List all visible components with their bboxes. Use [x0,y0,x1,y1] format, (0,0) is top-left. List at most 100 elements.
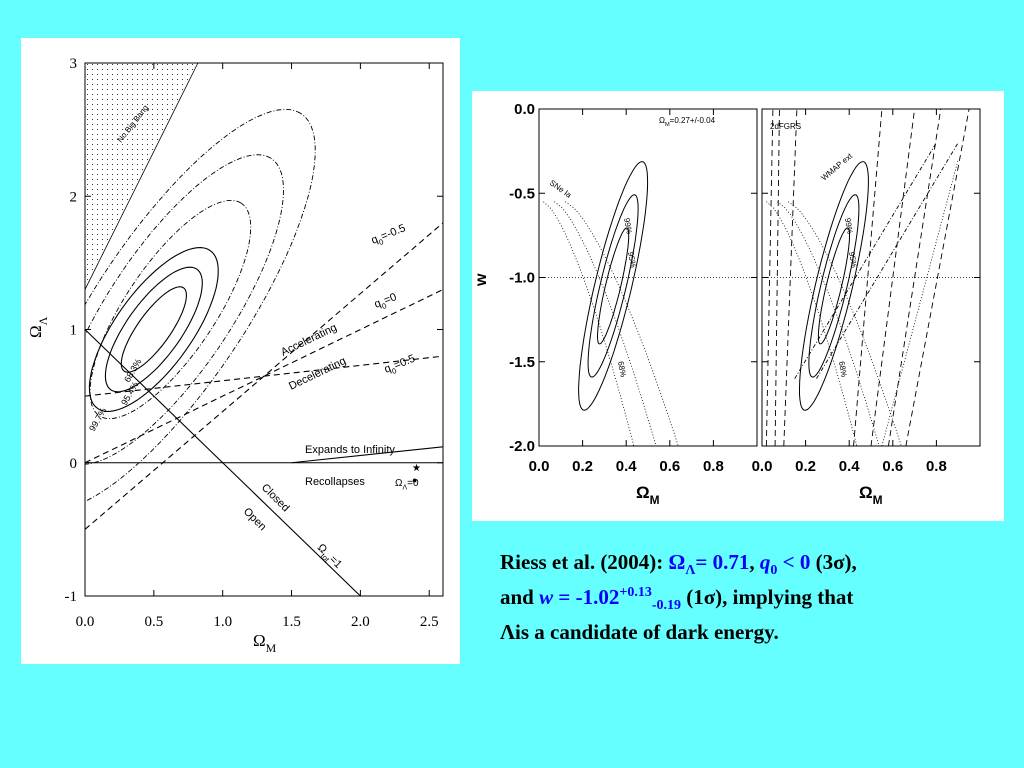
x-tick-label: 0.4 [839,458,861,475]
sigma3: (3σ), [810,550,857,574]
sne-band-3 [787,201,902,446]
conf-99-label: 99% [843,217,855,234]
x-tick-label: 1.5 [282,614,301,630]
w-value: w = -1.02+0.13-0.19 [539,585,681,614]
x-tick-label: 0.0 [752,458,773,475]
w-omega-m-chart: 0.0 0.2 0.4 0.6 0.8 0.0 -0.5 -1.0 -1.5 -2.0 ΩM ΩM=0… [473,101,981,507]
contour-solid-2 [104,266,203,393]
wmap-line-1 [794,142,937,379]
dfgrs-line-6 [887,109,942,446]
sne-band-2 [554,201,657,446]
contour-solid-1 [817,227,850,345]
left-plot-lines [85,108,443,596]
x-axis-label: ΩM [859,483,883,507]
conf-99-label: 99% [622,217,634,234]
circle-marker: ● [412,475,417,485]
line-q0-0 [85,289,443,464]
lambda-zero-legend: ΩΛ=0 [395,478,419,492]
conf-68-label: 68% [616,361,628,378]
star-marker: ★ [412,463,421,474]
panel-title: 2dFGRS [770,122,801,131]
x-tick-label: 0.8 [703,458,724,475]
x-tick-label: 2.5 [420,614,439,630]
y-tick-label: 3 [70,56,78,72]
contour-outer-3 [85,108,316,503]
x-axis-label: ΩM [636,483,660,507]
conf-95-label: 95% [847,251,859,268]
contour-solid-3 [88,247,219,412]
accelerating-label: Accelerating [279,322,339,359]
q0-0-label: q0=0 [373,291,400,313]
expands-label: Expands to Infinity [305,444,395,456]
wmap-line-2 [816,142,959,379]
contour-solid-1 [120,286,187,373]
contour-outer-2 [85,154,284,465]
caption-line-2: and w = -1.02+0.13-0.19 (1σ), implying t… [500,585,854,614]
x-tick-label: 1.0 [213,614,232,630]
y-tick-label: -1 [65,589,78,605]
line-expands-to-infinity [291,446,443,464]
x-axis-label: ΩM [253,631,277,655]
sne-band-1 [766,201,858,446]
x-tick-label: 0.0 [529,458,550,475]
conf-95-label: 95.4% [119,380,140,407]
dfgrs-line-1 [765,109,774,446]
caption-prefix: Riess et al. (2004): [500,550,669,574]
y-tick-label: -1.0 [509,270,535,287]
omega-lambda-value: ΩΛ= 0.71 [668,550,750,579]
sne-band-2 [777,201,880,446]
y-tick-label: 2 [70,189,78,205]
no-big-bang-boundary [84,62,199,290]
contour-solid-3 [799,161,869,411]
recollapses-label: Recollapses [305,476,365,488]
open-label: Open [241,506,269,534]
dfgrs-line-4 [853,109,883,446]
q0-minus-0.5-label: q0=-0.5 [370,222,409,249]
omega-tot-label: Ωtot=1 [313,542,344,573]
y-tick-label: 0 [70,456,78,472]
dfgrs-line-5 [870,109,916,446]
panel-2-lines [762,109,980,446]
y-axis-label: w [473,273,490,287]
q0-0.5-label: q0=0.5 [383,353,418,379]
x-tick-label: 0.2 [795,458,816,475]
x-tick-label: 0.4 [616,458,638,475]
dfgrs-line-2 [774,109,780,446]
caption-line-3: Λis a candidate of dark energy. [500,620,779,644]
right-chart-panel: 0.0 0.2 0.4 0.6 0.8 0.0 -0.5 -1.0 -1.5 -2.0 ΩM ΩM=0… [472,91,1004,521]
conf-99-label: 99.7% [87,406,108,433]
x-tick-label: 0.6 [659,458,680,475]
conf-95-label: 95% [626,251,638,268]
x-tick-label: 0.6 [882,458,903,475]
contour-solid-2 [587,194,639,378]
conf-68-label: 68.3% [122,357,143,384]
y-tick-label: 1 [70,323,78,339]
sigma1: (1σ), implying that [681,585,854,609]
y-tick-label: -2.0 [509,438,535,455]
q0-value: q0 < 0 [759,550,811,579]
sne-band-1 [543,201,635,446]
line-q0-0-5 [85,355,443,397]
y-tick-label: -1.5 [509,354,535,371]
conf-68-label: 68% [837,361,849,378]
panel-title: ΩM=0.27+/-0.04 [659,116,716,128]
contour-solid-2 [808,194,860,378]
wmap-line-3 [881,159,959,446]
caption-line-1: Riess et al. (2004): ΩΛ= 0.71, q0 < 0 (3… [500,550,857,579]
caption: Riess et al. (2004): ΩΛ= 0.71, q0 < 0 (3… [500,545,1000,650]
dfgrs-line-7 [905,109,970,446]
sne-band-3 [564,201,679,446]
x-tick-label: 0.8 [926,458,947,475]
contour-outer-1 [89,199,252,420]
x-tick-label: 2.0 [351,614,370,630]
x-tick-label: 0.0 [76,614,95,630]
sne-label: SNe Ia [548,178,574,200]
panel-1-lines [539,161,757,446]
x-tick-label: 0.5 [144,614,163,630]
contour-solid-3 [578,161,649,411]
y-tick-label: -0.5 [509,185,535,202]
y-tick-label: 0.0 [514,101,535,118]
x-tick-label: 0.2 [572,458,593,475]
y-axis-label: ΩΛ [26,316,50,338]
